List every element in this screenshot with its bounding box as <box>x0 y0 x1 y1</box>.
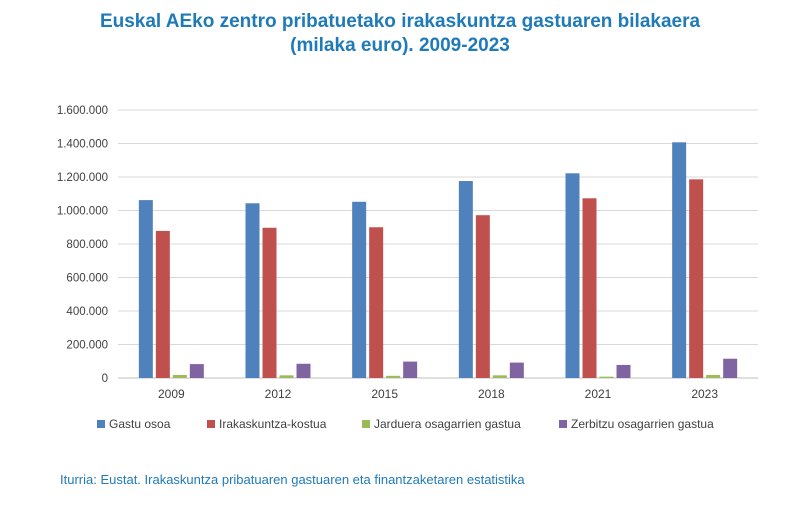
bar <box>403 361 418 378</box>
bar <box>352 201 367 378</box>
bar <box>475 215 490 378</box>
y-tick-label: 1.600.000 <box>57 105 108 117</box>
bar <box>616 364 631 378</box>
legend-swatch <box>97 420 105 428</box>
chart-title-line-2: (milaka euro). 2009-2023 <box>290 35 510 56</box>
y-tick-label: 800.000 <box>66 239 108 251</box>
chart-title-line-1: Euskal AEko zentro pribatuetako irakasku… <box>99 11 701 32</box>
bar <box>565 173 580 378</box>
y-tick-label: 0 <box>102 373 108 385</box>
legend-label: Jarduera osagarrien gastua <box>374 417 521 431</box>
x-tick-label: 2009 <box>158 387 185 401</box>
x-tick-label: 2015 <box>371 387 398 401</box>
bar <box>155 230 170 378</box>
bar <box>279 375 294 378</box>
legend-label: Zerbitzu osagarrien gastua <box>571 417 714 431</box>
x-tick-label: 2018 <box>478 387 505 401</box>
y-tick-label: 200.000 <box>66 340 108 352</box>
x-tick-label: 2023 <box>691 387 718 401</box>
bar <box>509 362 524 378</box>
bar <box>689 179 704 378</box>
legend-swatch <box>362 420 370 428</box>
source-note: Iturria: Eustat. Irakaskuntza pribatuare… <box>60 472 525 487</box>
bar <box>582 198 597 378</box>
y-tick-label: 600.000 <box>66 273 108 285</box>
bar <box>386 375 401 378</box>
bar <box>599 376 614 378</box>
bar <box>245 203 260 378</box>
bar <box>723 358 738 378</box>
legend-label: Irakaskuntza-kostua <box>219 417 327 431</box>
bar <box>138 200 153 378</box>
legend-swatch <box>207 420 215 428</box>
x-tick-label: 2021 <box>585 387 612 401</box>
bar <box>458 181 473 378</box>
y-tick-label: 1.200.000 <box>57 172 108 184</box>
bar <box>189 364 204 378</box>
bar <box>262 227 277 378</box>
y-tick-label: 400.000 <box>66 306 108 318</box>
bar <box>672 142 687 378</box>
chart-title: Euskal AEko zentro pribatuetako irakasku… <box>0 10 800 58</box>
bar <box>492 375 507 378</box>
y-tick-label: 1.400.000 <box>57 139 108 151</box>
bar <box>369 227 384 378</box>
bar <box>172 374 187 378</box>
bar <box>296 363 311 378</box>
x-tick-label: 2012 <box>265 387 292 401</box>
legend-swatch <box>559 420 567 428</box>
bar <box>706 374 721 378</box>
legend-label: Gastu osoa <box>109 417 171 431</box>
y-tick-label: 1.000.000 <box>57 206 108 218</box>
